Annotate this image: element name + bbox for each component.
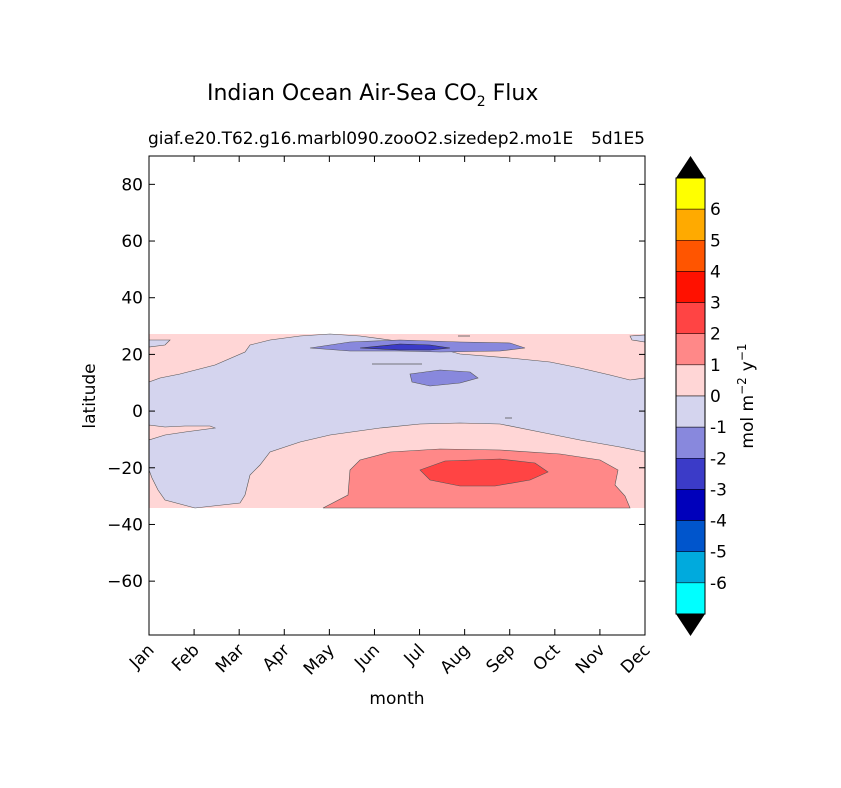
y-tick-label: 40 xyxy=(121,289,143,309)
colorbar-segment xyxy=(675,489,706,521)
colorbar-tick-label: 6 xyxy=(710,200,721,220)
x-tick-label: Mar xyxy=(212,640,249,677)
colorbar-segment xyxy=(675,302,706,334)
colorbar-segment xyxy=(675,520,706,552)
colorbar-segment xyxy=(675,426,706,459)
y-tick-label: −20 xyxy=(107,459,143,479)
x-tick-label: Jun xyxy=(350,640,384,674)
x-tick-label: Jan xyxy=(125,640,158,673)
y-tick-label: 0 xyxy=(132,402,143,422)
colorbar-segment xyxy=(675,458,706,490)
region-negative-band xyxy=(148,333,646,509)
y-tick-label: −40 xyxy=(107,515,143,535)
x-tick-label: Jul xyxy=(400,640,429,669)
colorbar-tick-label: -2 xyxy=(710,449,727,469)
colorbar-segment xyxy=(675,177,706,210)
colorbar-tick-label: 2 xyxy=(710,325,721,345)
colorbar-tick-label: -3 xyxy=(710,480,727,500)
colorbar-label: mol m−2y−1 xyxy=(735,343,758,448)
subtitle-right: 5d1E5 xyxy=(591,129,645,149)
x-tick-label: Nov xyxy=(572,640,610,678)
x-tick-label: Sep xyxy=(482,640,519,677)
colorbar-tick-label: 0 xyxy=(710,387,721,407)
x-tick-label: Dec xyxy=(617,640,654,677)
y-tick-label: 80 xyxy=(121,175,143,195)
colorbar-tick-label: -6 xyxy=(710,574,727,594)
y-axis-label: latitude xyxy=(80,363,100,428)
region-north-core xyxy=(359,343,451,351)
plot-frame xyxy=(148,155,646,636)
colorbar-tick-label: 1 xyxy=(710,356,721,376)
colorbar-extend-top xyxy=(676,156,705,178)
chart-title: Indian Ocean Air-Sea CO2 Flux xyxy=(207,81,538,110)
colorbar-tick-label: 4 xyxy=(710,262,721,282)
colorbar-segment xyxy=(675,240,706,272)
x-tick-label: May xyxy=(300,640,339,679)
colorbar: 6 5 4 3 2 1 0 -1 -2 -3 -4 -5 -6 mol m−2y−1 xyxy=(675,156,758,636)
colorbar-segment xyxy=(675,208,706,241)
colorbar-segment xyxy=(675,551,706,584)
colorbar-segment xyxy=(675,395,706,428)
colorbar-tick-label: 3 xyxy=(710,294,721,314)
colorbar-tick-label: -4 xyxy=(710,512,727,532)
region-north-low-patch-2 xyxy=(409,369,479,387)
colorbar-segment xyxy=(675,333,706,366)
region-south-core xyxy=(419,458,549,487)
colorbar-tick-label: 5 xyxy=(710,231,721,251)
x-axis-label: month xyxy=(369,689,424,709)
colorbar-tick-label: -1 xyxy=(710,418,727,438)
colorbar-segment xyxy=(675,271,706,303)
x-tick-label: Aug xyxy=(437,640,475,678)
x-tick-label: Feb xyxy=(168,640,203,675)
colorbar-segment xyxy=(675,364,706,397)
subtitle-left: giaf.e20.T62.g16.marbl090.zooO2.sizedep2… xyxy=(148,129,573,149)
colorbar-segment xyxy=(675,582,706,615)
x-tick-label: Oct xyxy=(529,640,564,675)
y-tick-label: 60 xyxy=(121,232,143,252)
colorbar-frame xyxy=(675,177,706,615)
y-tick-label: 20 xyxy=(121,345,143,365)
y-axis: 80 60 40 20 0 −20 −40 −60 xyxy=(107,175,645,592)
y-tick-label: −60 xyxy=(107,572,143,592)
x-tick-label: Apr xyxy=(259,640,294,675)
colorbar-extend-bottom xyxy=(676,614,705,636)
plot-area xyxy=(148,155,646,636)
colorbar-tick-label: -5 xyxy=(710,543,727,563)
